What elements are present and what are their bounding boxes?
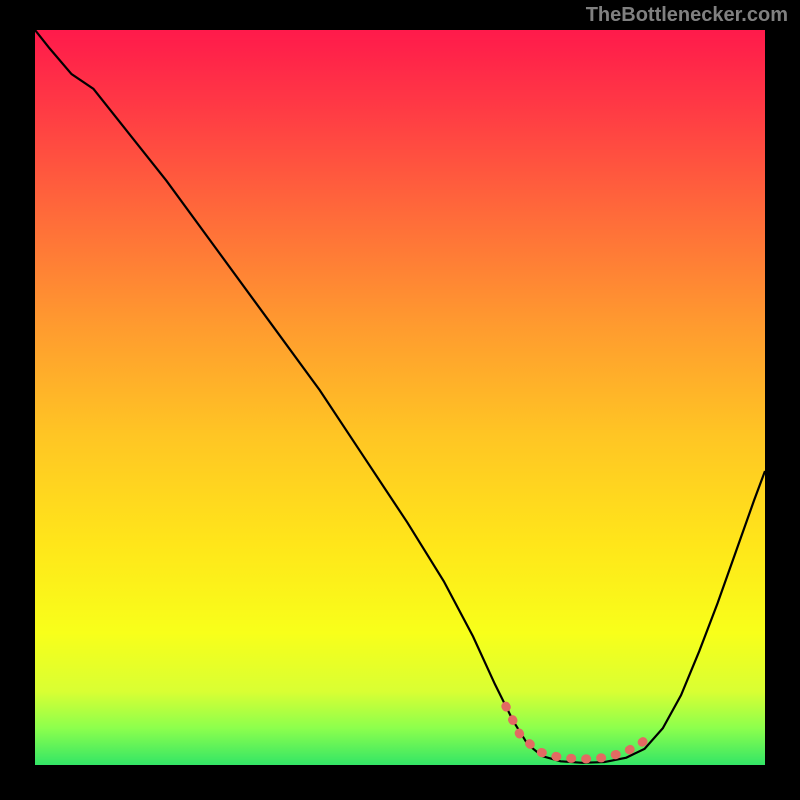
optimal-range-highlight (506, 706, 645, 759)
plot-area (35, 30, 765, 765)
bottleneck-curve (35, 30, 765, 763)
watermark-text: TheBottlenecker.com (586, 4, 788, 27)
curve-layer (35, 30, 765, 765)
